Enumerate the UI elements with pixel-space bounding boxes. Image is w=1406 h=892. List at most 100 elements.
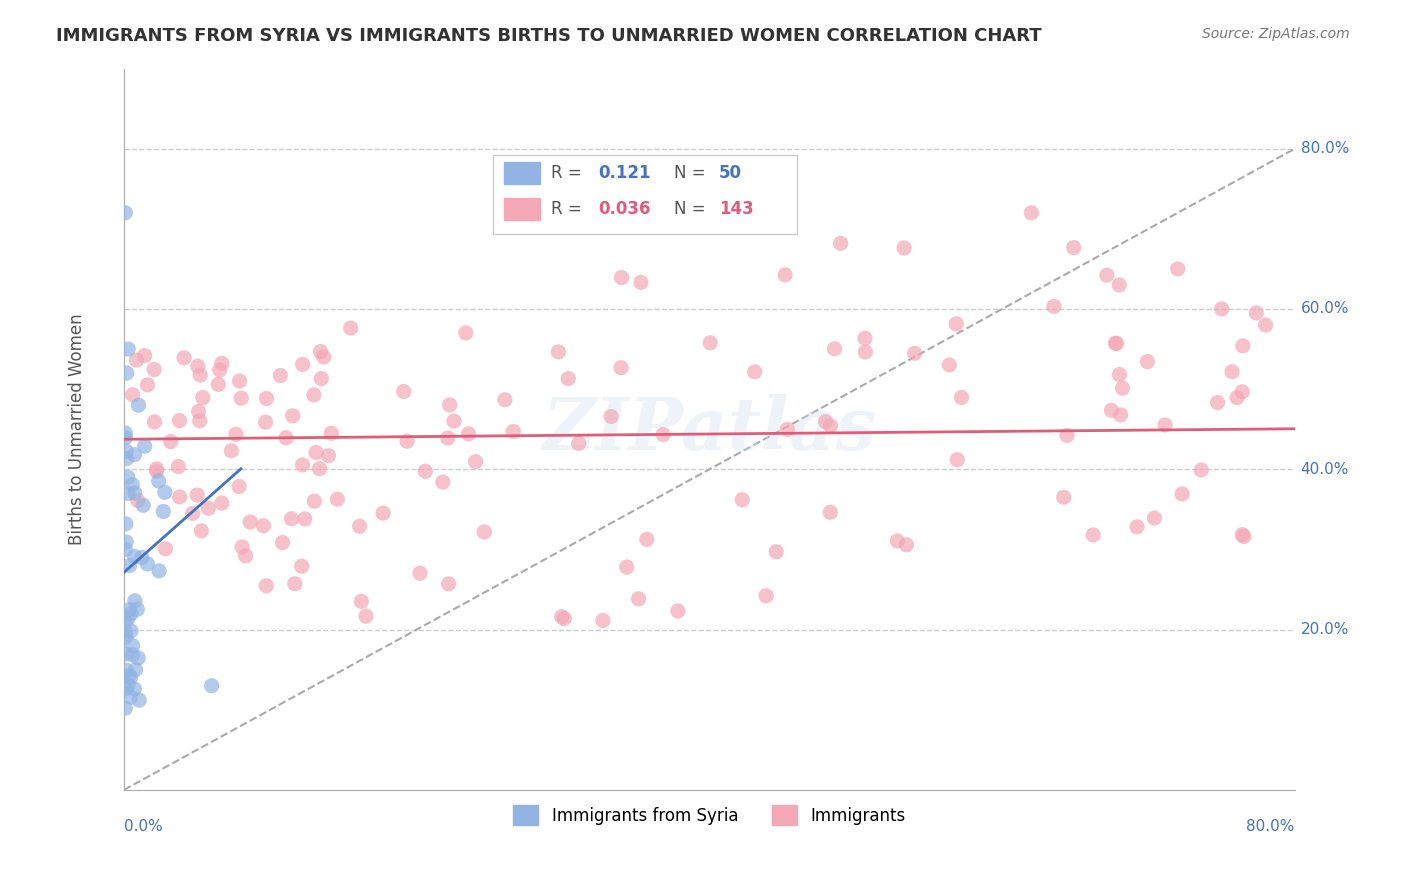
Point [117,342,139,356]
Point [1220,365,1243,379]
Point [1233,529,1256,543]
Point [115,535,138,549]
Point [321,426,343,441]
Point [547,344,569,359]
Legend: Immigrants from Syria, Immigrants: Immigrants from Syria, Immigrants [506,798,912,832]
Point [124,593,146,607]
Point [302,388,325,402]
Point [354,609,377,624]
Point [409,566,432,581]
Point [765,545,787,559]
Point [181,506,204,520]
Point [115,647,138,661]
Point [1056,428,1078,442]
Point [304,494,326,508]
Point [1189,463,1212,477]
Point [114,431,136,445]
Point [148,564,170,578]
Point [136,377,159,392]
Point [437,576,460,591]
Point [472,524,495,539]
Point [269,368,291,383]
Text: 50: 50 [718,164,742,182]
Point [830,236,852,251]
Point [413,464,436,478]
Text: R =: R = [551,164,582,182]
Point [553,612,575,626]
Point [853,345,876,359]
Point [280,512,302,526]
Point [208,363,231,377]
Point [1232,339,1254,353]
Point [169,490,191,504]
Point [143,362,166,376]
Point [339,321,361,335]
Point [167,459,190,474]
Point [1108,368,1130,382]
Point [309,344,332,359]
Point [159,434,181,449]
Point [896,538,918,552]
Point [904,346,927,360]
Point [610,270,633,285]
Point [191,391,214,405]
Point [1230,384,1253,399]
Text: 143: 143 [718,200,754,219]
Point [114,681,136,696]
Text: 40.0%: 40.0% [1301,462,1350,477]
Point [134,439,156,453]
Point [228,479,250,493]
Point [117,470,139,484]
Point [349,519,371,533]
Point [557,371,579,385]
Point [886,533,908,548]
Text: 80.0%: 80.0% [1247,819,1295,834]
Point [1104,336,1126,351]
Point [117,678,139,692]
Point [1154,417,1177,432]
Point [494,392,516,407]
Point [600,409,623,424]
Point [630,276,652,290]
Point [1171,487,1194,501]
Point [824,342,846,356]
Point [443,414,465,428]
Point [145,462,167,476]
Point [439,398,461,412]
Point [118,603,141,617]
Point [239,515,262,529]
Point [125,353,148,368]
Point [820,418,842,433]
Point [114,630,136,644]
Point [115,366,138,380]
Point [291,458,314,472]
Point [326,492,349,507]
Point [228,374,250,388]
Point [148,474,170,488]
Point [114,701,136,715]
Point [744,365,766,379]
Point [773,268,796,282]
Point [454,326,477,340]
Point [1246,306,1268,320]
Point [131,550,153,565]
Text: 60.0%: 60.0% [1301,301,1350,317]
Point [115,451,138,466]
Text: ZIPatlas: ZIPatlas [543,393,876,465]
Point [132,498,155,512]
Point [252,518,274,533]
Point [124,681,146,696]
Point [143,415,166,429]
Point [121,639,143,653]
Text: Source: ZipAtlas.com: Source: ZipAtlas.com [1202,27,1350,41]
Point [114,542,136,557]
Point [120,624,142,638]
Point [464,455,486,469]
Point [187,359,209,374]
Point [938,358,960,372]
Point [127,398,149,412]
Point [120,670,142,684]
Point [114,206,136,220]
Point [1095,268,1118,282]
Point [201,679,224,693]
